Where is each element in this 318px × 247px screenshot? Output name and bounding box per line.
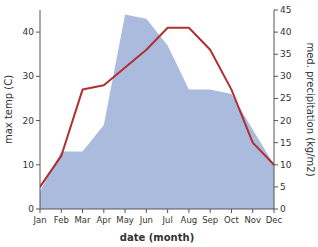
y2-tick-label: 10 bbox=[280, 160, 292, 170]
x-tick-label: Aug bbox=[181, 215, 198, 225]
x-tick-label: Jun bbox=[139, 215, 153, 225]
y2-tick-label: 0 bbox=[280, 204, 286, 214]
y-tick bbox=[36, 164, 40, 165]
y-tick-label: 10 bbox=[23, 160, 35, 170]
y2-tick bbox=[274, 186, 278, 187]
x-tick bbox=[231, 209, 232, 213]
y2-tick bbox=[274, 164, 278, 165]
precipitation-area bbox=[40, 14, 274, 209]
x-tick bbox=[82, 209, 83, 213]
x-tick bbox=[210, 209, 211, 213]
x-tick bbox=[40, 209, 41, 213]
y2-tick bbox=[274, 98, 278, 99]
y2-tick-label: 5 bbox=[280, 182, 286, 192]
y2-tick-label: 15 bbox=[280, 138, 291, 148]
x-axis-label: date (month) bbox=[120, 232, 194, 243]
x-tick-label: Sep bbox=[202, 215, 218, 225]
x-tick bbox=[252, 209, 253, 213]
y2-tick-label: 40 bbox=[280, 27, 292, 37]
temperature-line bbox=[40, 28, 274, 187]
x-tick-label: Oct bbox=[224, 215, 239, 225]
x-tick-label: Jan bbox=[32, 215, 46, 225]
x-tick bbox=[167, 209, 168, 213]
y-axis-line bbox=[40, 10, 41, 209]
y-tick bbox=[36, 32, 40, 33]
x-tick bbox=[125, 209, 126, 213]
x-tick bbox=[146, 209, 147, 213]
x-tick bbox=[61, 209, 62, 213]
y-tick-label: 20 bbox=[23, 116, 35, 126]
plot-area bbox=[40, 14, 274, 209]
x-tick bbox=[103, 209, 104, 213]
x-tick-label: Mar bbox=[75, 215, 92, 225]
x-tick-label: Apr bbox=[96, 215, 111, 225]
y2-tick-label: 25 bbox=[280, 93, 291, 103]
x-tick bbox=[274, 209, 275, 213]
y2-tick bbox=[274, 10, 278, 11]
y2-tick bbox=[274, 76, 278, 77]
x-tick-label: Jul bbox=[162, 215, 173, 225]
y2-tick bbox=[274, 120, 278, 121]
y2-axis-line bbox=[274, 10, 275, 209]
axes: 0 10 20 30 40 0 5 10 15 20 25 30 35 40 45 Jan Feb Mar Apr M… bbox=[3, 5, 316, 243]
y-tick-label: 30 bbox=[23, 71, 35, 81]
y2-tick-label: 20 bbox=[280, 116, 292, 126]
x-tick bbox=[188, 209, 189, 213]
y-tick-label: 40 bbox=[23, 27, 35, 37]
y2-tick-label: 45 bbox=[280, 5, 291, 15]
x-tick-label: Dec bbox=[266, 215, 283, 225]
x-tick-label: Nov bbox=[244, 215, 261, 225]
y-axis-label: max temp (C) bbox=[3, 75, 14, 144]
y2-axis-label: med. precipitation (kg/m2) bbox=[305, 42, 316, 176]
x-tick-label: Feb bbox=[54, 215, 69, 225]
y-tick bbox=[36, 209, 40, 210]
y2-tick bbox=[274, 54, 278, 55]
y2-tick bbox=[274, 142, 278, 143]
x-tick-label: May bbox=[116, 215, 134, 225]
y-tick bbox=[36, 120, 40, 121]
chart-container: 0 10 20 30 40 0 5 10 15 20 25 30 35 40 45 Jan Feb Mar Apr M… bbox=[0, 0, 318, 247]
y-tick bbox=[36, 76, 40, 77]
y2-tick bbox=[274, 32, 278, 33]
chart: 0 10 20 30 40 0 5 10 15 20 25 30 35 40 45 Jan Feb Mar Apr M… bbox=[0, 0, 318, 247]
y2-tick-label: 30 bbox=[280, 71, 292, 81]
y2-tick-label: 35 bbox=[280, 49, 291, 59]
x-axis-line bbox=[40, 209, 274, 210]
y-tick-label: 0 bbox=[28, 204, 34, 214]
y2-tick bbox=[274, 209, 278, 210]
